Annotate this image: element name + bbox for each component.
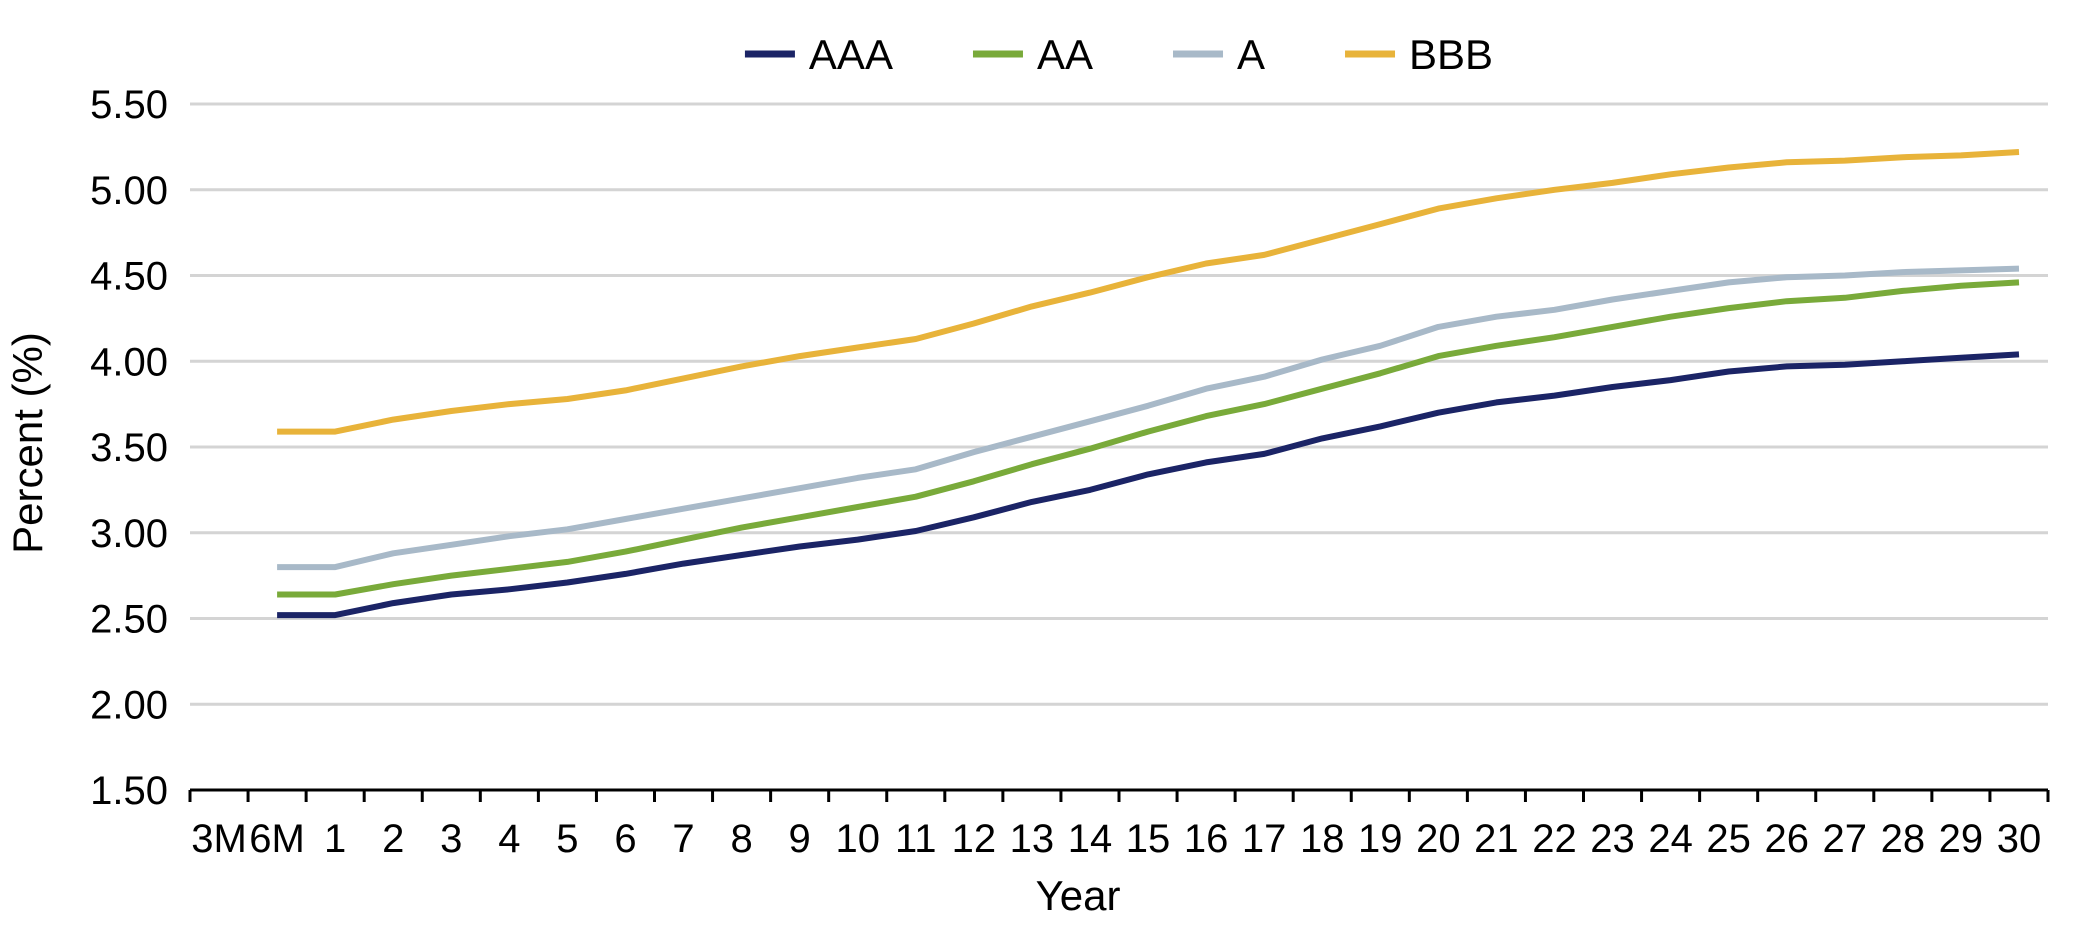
y-tick-label: 4.00 (90, 340, 168, 384)
x-tick-label: 6M (249, 817, 305, 861)
series-line-aaa (277, 351, 2020, 619)
x-tick-label: 25 (1706, 817, 1751, 861)
y-tick-label: 1.50 (90, 769, 168, 813)
series-line-aa (277, 279, 2020, 598)
x-tick-label: 26 (1764, 817, 1809, 861)
x-tick-label: 5 (556, 817, 578, 861)
x-tick-label: 15 (1126, 817, 1171, 861)
x-tick-label: 28 (1881, 817, 1926, 861)
series-line-a (277, 265, 2020, 571)
x-tick-label: 18 (1300, 817, 1345, 861)
x-tick-label: 30 (1997, 817, 2042, 861)
y-tick-label: 4.50 (90, 255, 168, 299)
x-tick-label: 4 (498, 817, 520, 861)
x-tick-label: 14 (1068, 817, 1113, 861)
x-tick-label: 16 (1184, 817, 1229, 861)
x-tick-label: 8 (730, 817, 752, 861)
legend-label: A (1237, 31, 1265, 78)
x-tick-label: 2 (382, 817, 404, 861)
y-tick-label: 5.50 (90, 83, 168, 127)
x-tick-label: 23 (1590, 817, 1635, 861)
x-tick-label: 9 (789, 817, 811, 861)
x-tick-label: 21 (1474, 817, 1519, 861)
y-tick-label: 5.00 (90, 169, 168, 213)
x-tick-label: 6 (614, 817, 636, 861)
y-tick-label: 3.50 (90, 426, 168, 470)
y-tick-label: 3.00 (90, 512, 168, 556)
y-tick-label: 2.50 (90, 598, 168, 642)
x-tick-label: 19 (1358, 817, 1403, 861)
x-tick-label: 3M (191, 817, 247, 861)
x-tick-label: 27 (1823, 817, 1868, 861)
y-axis-title: Percent (%) (4, 332, 51, 554)
legend-item-aa: AA (972, 31, 1093, 78)
x-tick-label: 22 (1532, 817, 1577, 861)
x-tick-label: 29 (1939, 817, 1984, 861)
x-tick-label: 7 (672, 817, 694, 861)
x-tick-label: 17 (1242, 817, 1287, 861)
legend-item-aaa: AAA (744, 31, 893, 78)
legend-label: AA (1037, 31, 1093, 78)
x-axis-title: Year (1036, 872, 1121, 919)
x-tick-label: 20 (1416, 817, 1461, 861)
x-tick-label: 13 (1010, 817, 1055, 861)
x-tick-label: 24 (1648, 817, 1693, 861)
legend-label: AAA (809, 31, 893, 78)
legend-item-a: A (1173, 31, 1265, 78)
series-lines (277, 149, 2020, 619)
gridlines (190, 102, 2048, 706)
legend-label: BBB (1409, 31, 1493, 78)
legend-item-bbb: BBB (1345, 31, 1493, 78)
y-tick-label: 2.00 (90, 683, 168, 727)
x-tick-label: 1 (324, 817, 346, 861)
x-axis: 3M 6M 1 2 3 4 5 6 7 8 9 10 11 12 13 14 15 16 17 18 19 20 21 22 2… (188, 788, 2050, 861)
x-tick-label: 3 (440, 817, 462, 861)
series-line-bbb (277, 149, 2020, 435)
x-tick-label: 12 (952, 817, 997, 861)
y-axis: 1.50 2.00 2.50 3.00 3.50 4.00 4.50 5.00 5.50 (90, 83, 168, 813)
x-tick-label: 10 (835, 817, 880, 861)
legend: AAA AA A BBB (744, 31, 1493, 78)
x-tick-label: 11 (895, 817, 937, 861)
